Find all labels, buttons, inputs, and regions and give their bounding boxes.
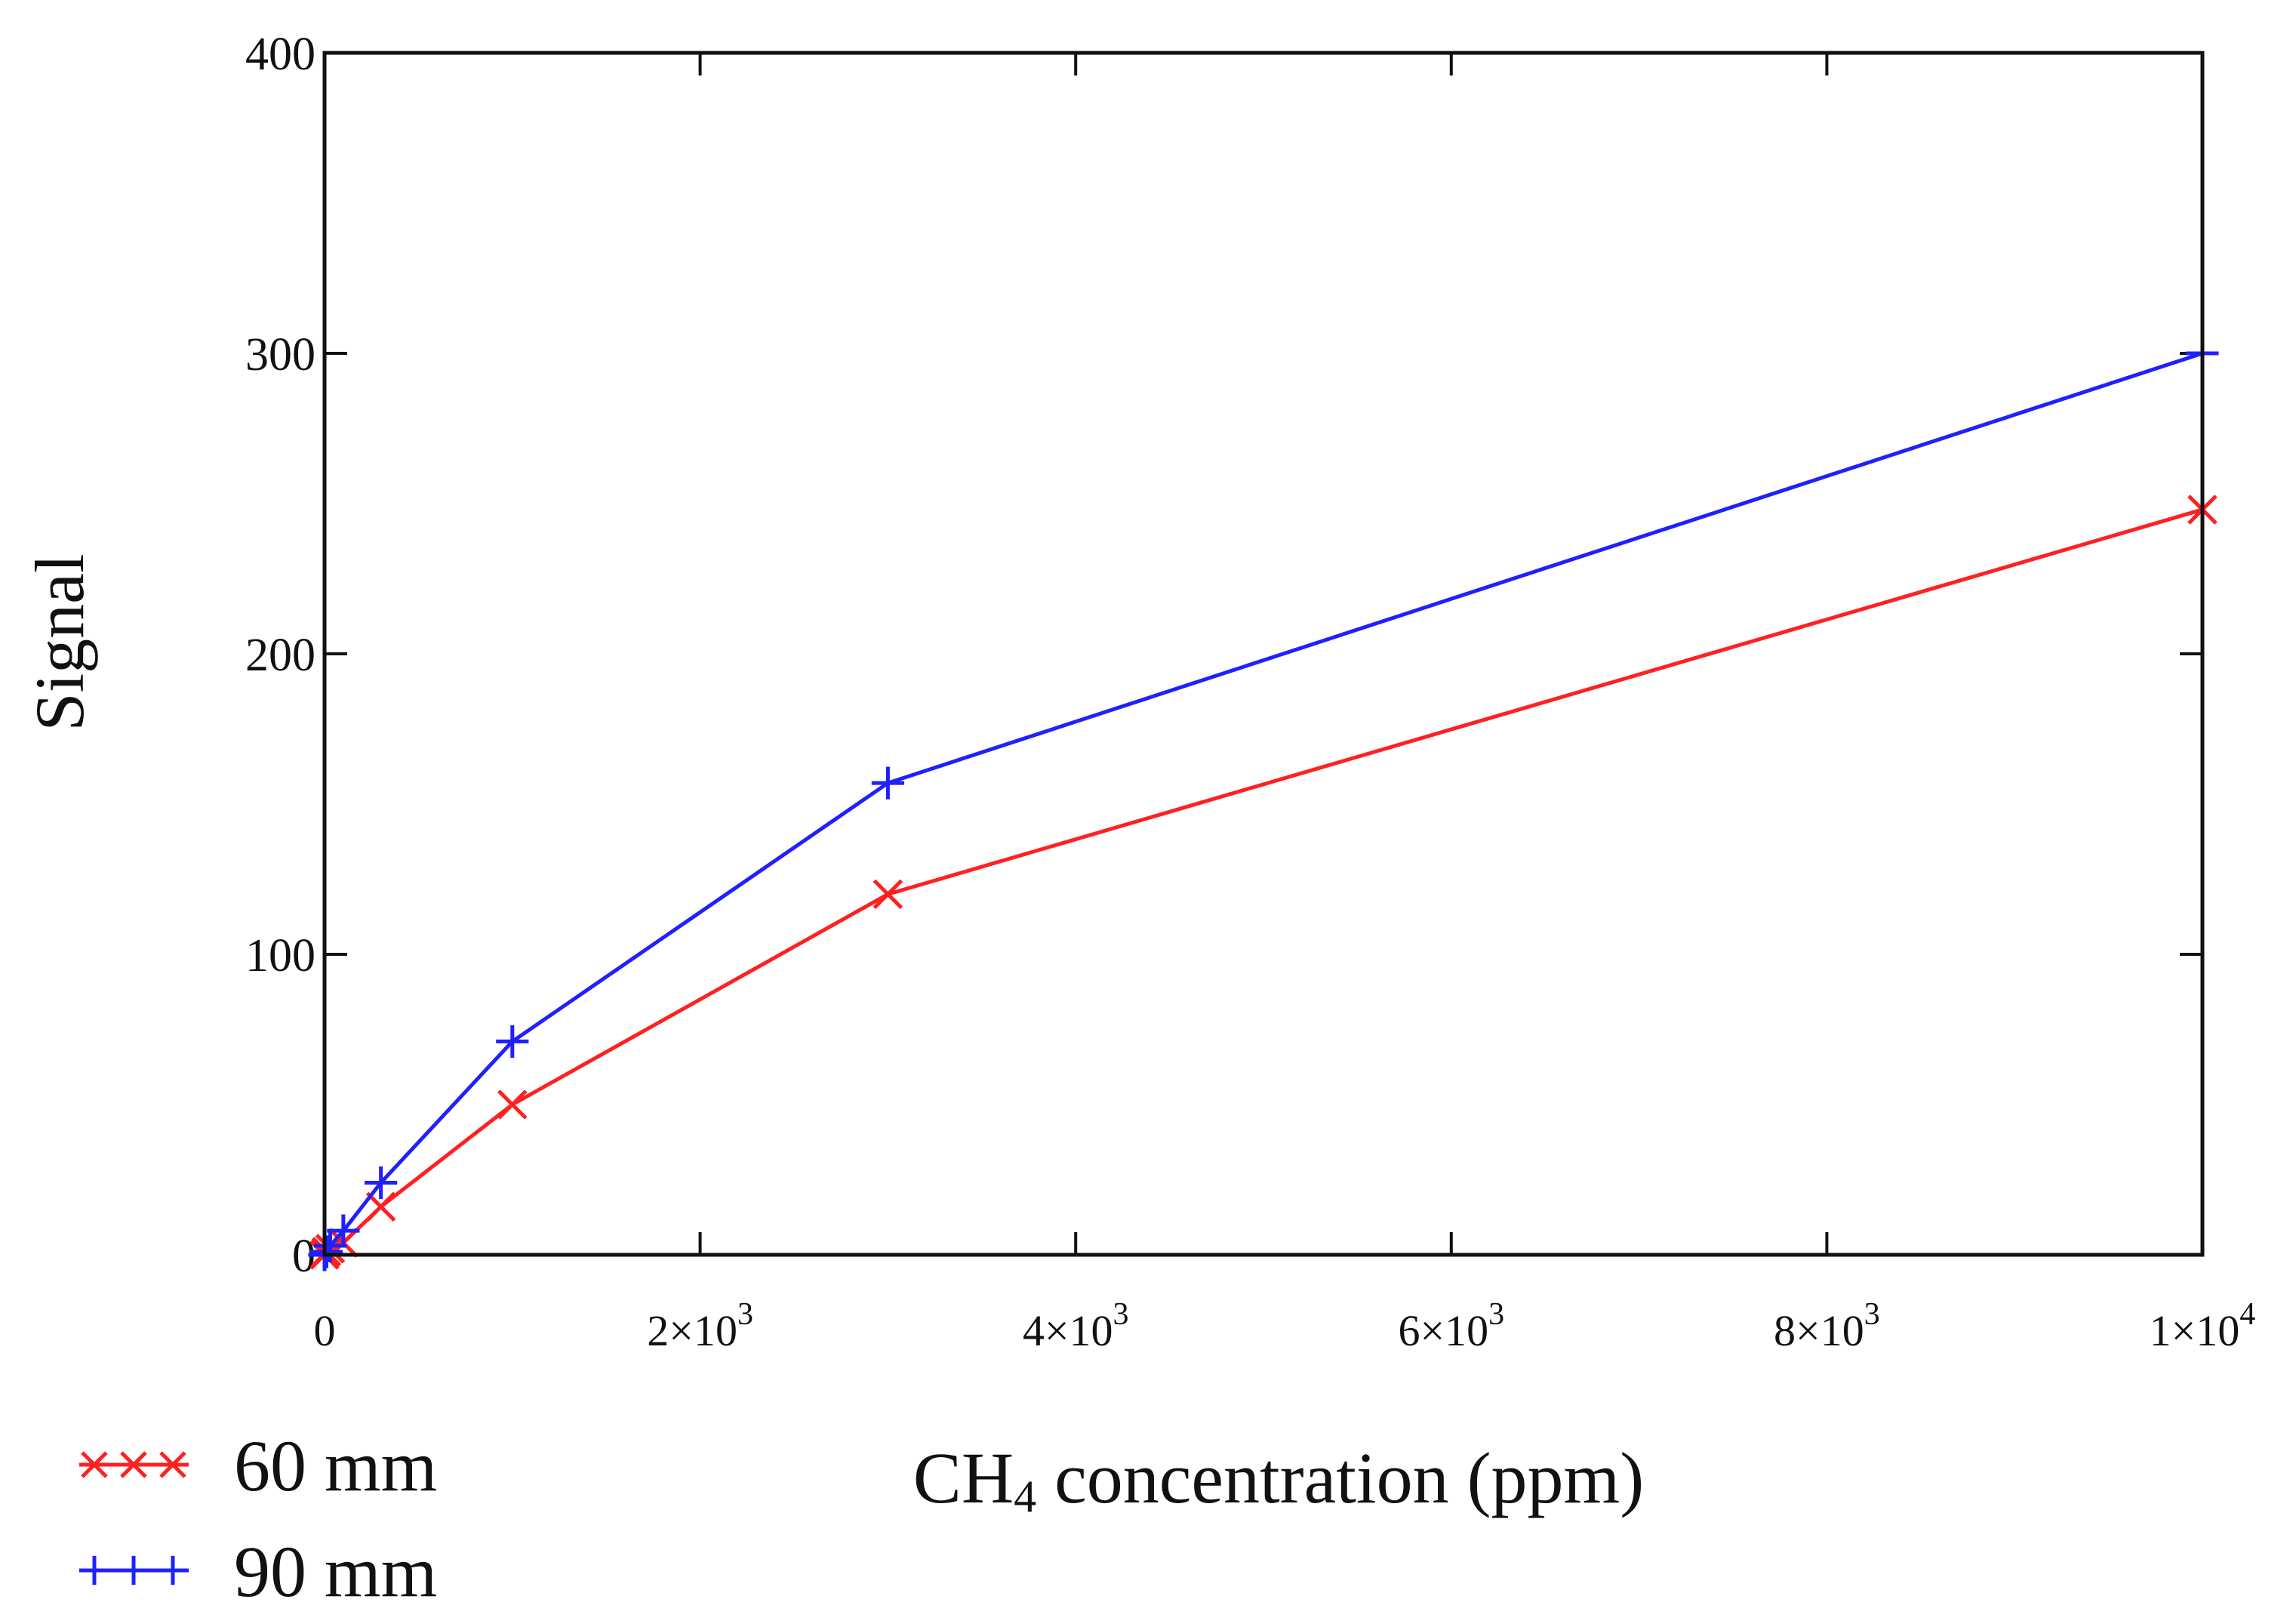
series-60-mm xyxy=(309,495,2218,1270)
data-point-marker xyxy=(497,1089,528,1120)
y-tick-label: 100 xyxy=(245,930,315,981)
data-point xyxy=(871,766,904,800)
series-line xyxy=(322,351,2203,1256)
x-tick-label: 6×103 xyxy=(1398,1297,1504,1355)
x-tick-label: 1×104 xyxy=(2150,1297,2256,1355)
x-axis-title: CH4 concentration (ppm) xyxy=(913,1438,1644,1521)
series-line xyxy=(322,507,2203,1256)
y-tick-label: 200 xyxy=(245,630,315,681)
legend-item: 60 mm xyxy=(79,1425,437,1506)
data-point xyxy=(873,879,903,910)
x-axis-title-subscript: 4 xyxy=(1014,1471,1036,1521)
legend-item: 90 mm xyxy=(79,1531,437,1612)
x-axis-title-main: CH xyxy=(913,1438,1014,1518)
x-tick-label: 0 xyxy=(314,1306,336,1355)
series-layer xyxy=(308,337,2219,1271)
data-point-marker xyxy=(365,1191,396,1222)
legend-swatch-marker xyxy=(81,1451,108,1478)
data-point xyxy=(365,1191,396,1222)
x-tick-label: 4×103 xyxy=(1023,1297,1129,1355)
data-point xyxy=(365,1166,398,1200)
legend-swatch-marker xyxy=(120,1451,147,1478)
x-axis-title-rest: concentration (ppm) xyxy=(1036,1438,1644,1518)
legend-label: 60 mm xyxy=(234,1425,437,1506)
data-point xyxy=(327,1214,360,1247)
series-90-mm xyxy=(308,337,2219,1271)
legend: 60 mm 90 mm xyxy=(79,1425,437,1612)
x-tick-label: 8×103 xyxy=(1774,1297,1880,1355)
y-tick-label: 400 xyxy=(245,29,315,80)
plot-area-frame xyxy=(322,51,2205,1257)
data-point xyxy=(496,1025,529,1059)
data-point xyxy=(497,1089,528,1120)
data-point-marker xyxy=(873,879,903,910)
legend-label: 90 mm xyxy=(234,1531,437,1612)
x-axis-ticks: 0 2×103 4×103 6×103 8×103 1×104 xyxy=(314,53,2256,1355)
legend-swatch-marker xyxy=(159,1451,186,1478)
x-tick-label: 2×103 xyxy=(647,1297,753,1355)
y-axis-title: Signal xyxy=(21,553,98,731)
y-tick-label: 300 xyxy=(245,329,315,381)
